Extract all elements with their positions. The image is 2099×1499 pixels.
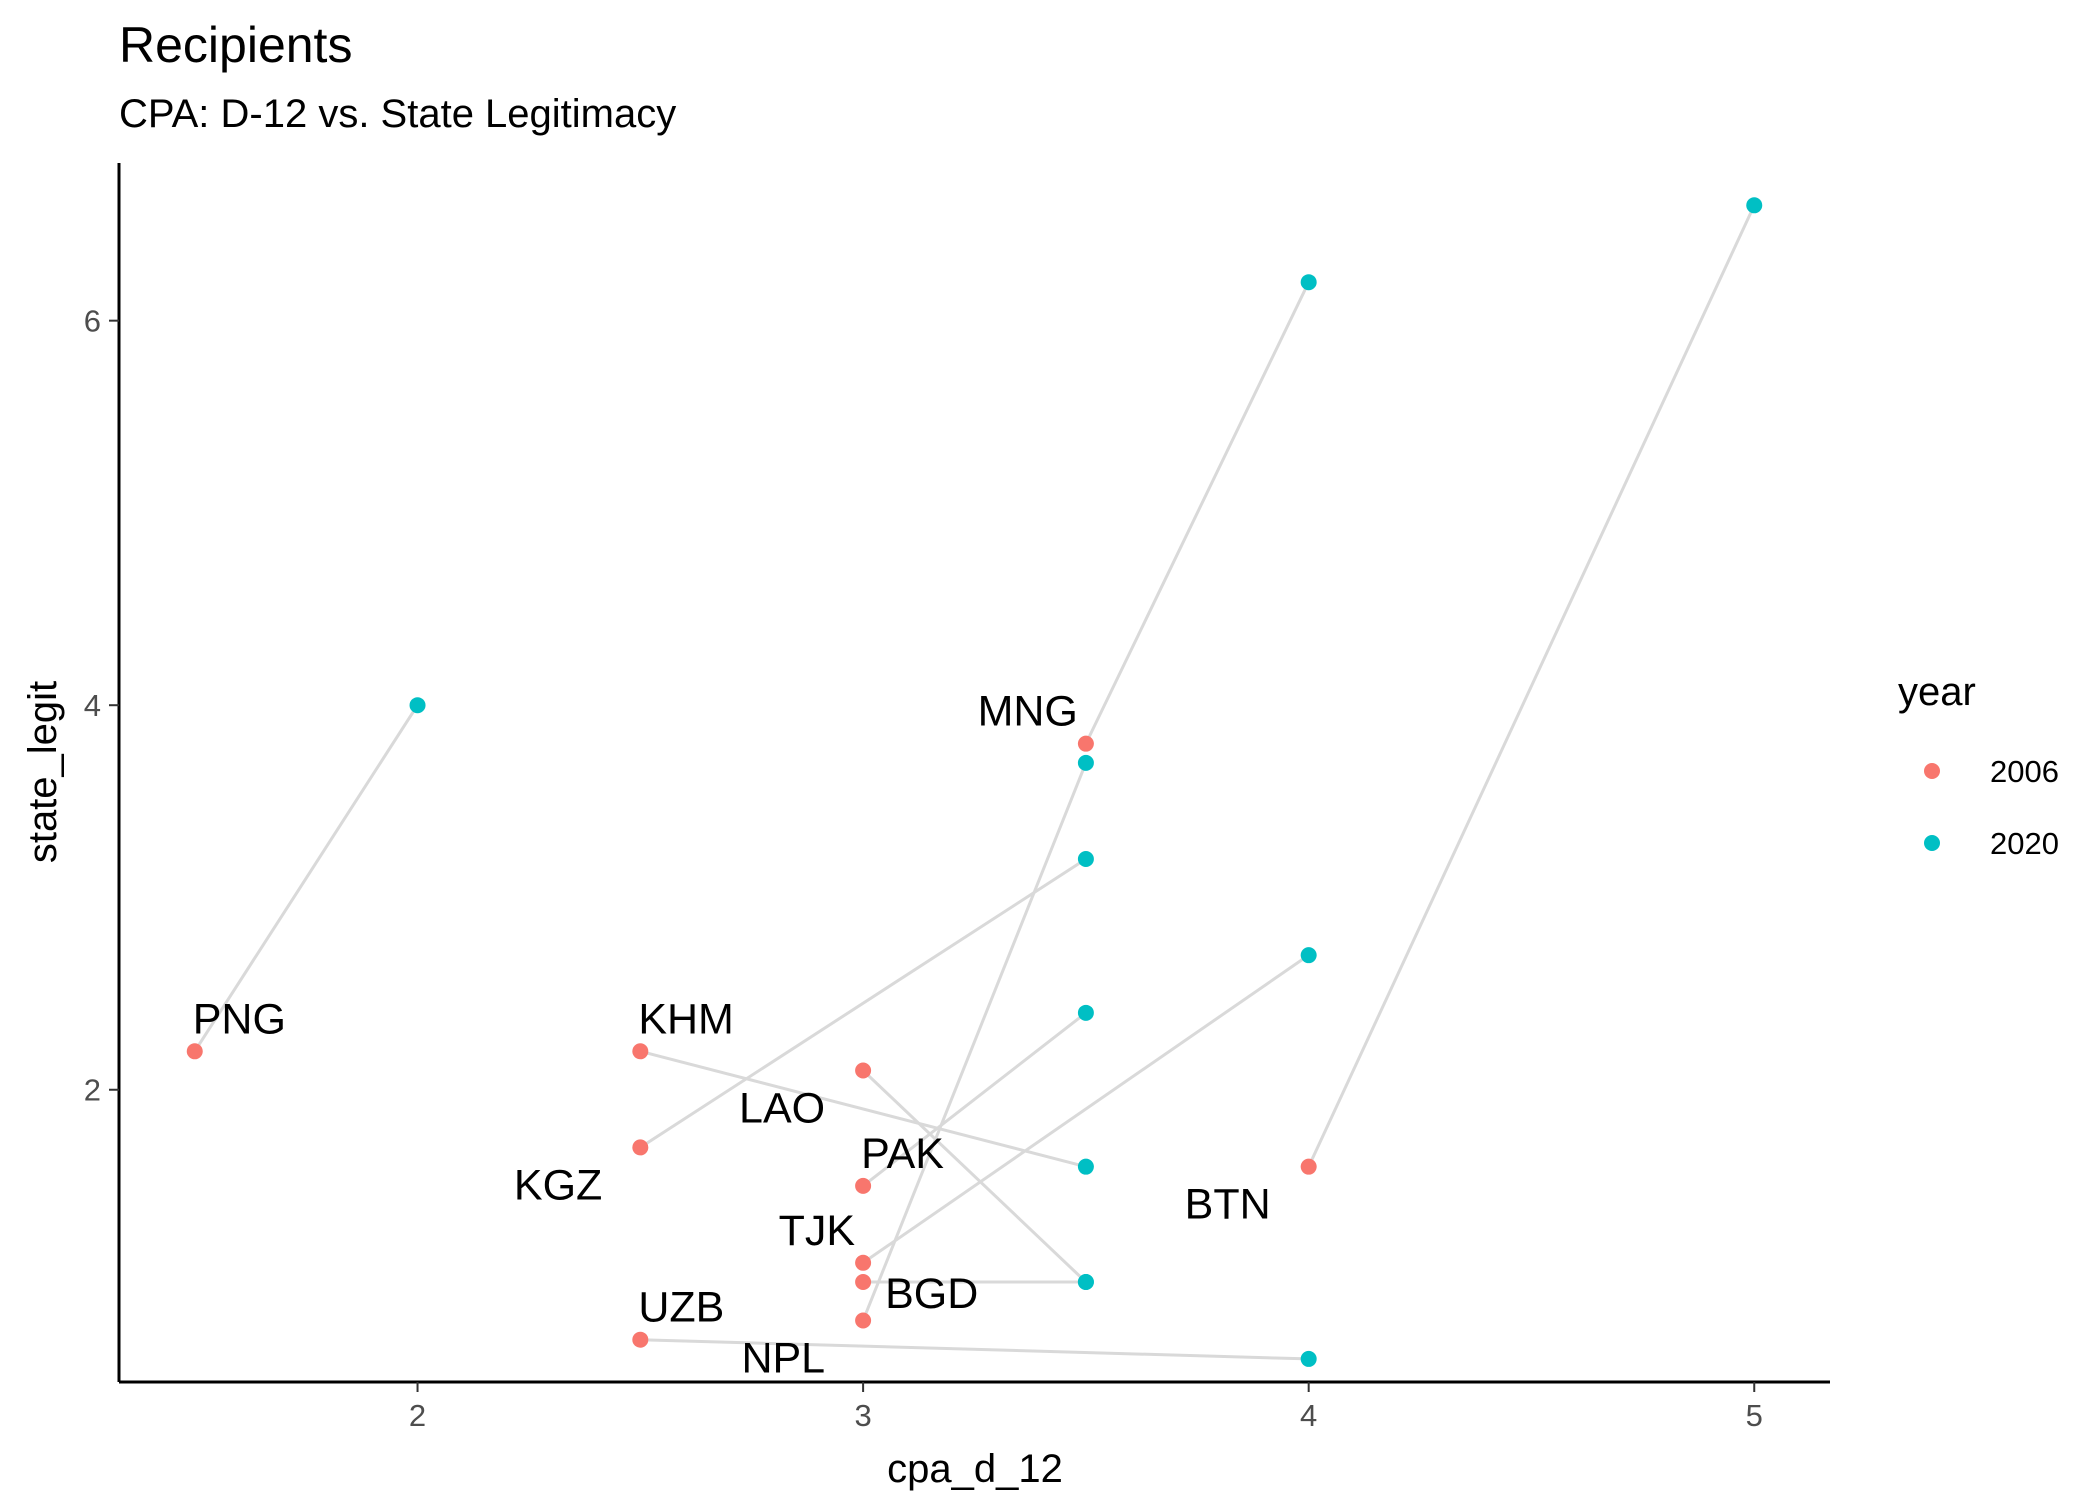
legend-key-2006	[1924, 763, 1940, 779]
y-tick-label: 6	[84, 304, 101, 339]
connector-lao	[862, 1069, 1087, 1284]
point-label-png: PNG	[193, 995, 286, 1043]
chart-subtitle: CPA: D-12 vs. State Legitimacy	[119, 92, 676, 136]
point-png-2006	[186, 1043, 203, 1060]
connector-uzb	[640, 1338, 1309, 1361]
point-btn-2020	[1746, 197, 1763, 214]
point-label-kgz: KGZ	[514, 1161, 602, 1209]
point-mng-2006	[1077, 735, 1094, 752]
point-btn-2006	[1300, 1158, 1317, 1175]
x-axis-title: cpa_d_12	[887, 1447, 1063, 1491]
chart-title: Recipients	[119, 17, 352, 73]
point-tjk-2020	[1300, 947, 1317, 964]
point-label-khm: KHM	[638, 995, 734, 1043]
point-label-npl: NPL	[741, 1334, 825, 1382]
x-tick-label: 2	[409, 1398, 426, 1433]
y-tick-label: 2	[84, 1073, 101, 1108]
point-tjk-2006	[855, 1254, 872, 1271]
y-tick-label: 4	[84, 688, 101, 723]
connector-khm	[639, 1049, 1087, 1169]
point-bgd-2020	[1077, 1274, 1094, 1291]
point-npl-2020	[1077, 754, 1094, 771]
point-label-btn: BTN	[1185, 1181, 1271, 1229]
point-pak-2020	[1077, 1004, 1094, 1021]
legend-title: year	[1898, 670, 1976, 714]
point-khm-2006	[632, 1043, 649, 1060]
connector-tjk	[862, 953, 1310, 1265]
x-tick-label: 4	[1300, 1398, 1317, 1433]
point-uzb-2006	[632, 1331, 649, 1348]
legend: year 2006 2020	[1898, 670, 2059, 861]
point-uzb-2020	[1300, 1350, 1317, 1367]
point-label-uzb: UZB	[638, 1284, 724, 1332]
point-label-tjk: TJK	[779, 1207, 856, 1255]
point-bgd-2006	[855, 1274, 872, 1291]
point-lao-2006	[855, 1062, 872, 1079]
legend-entries: 2006 2020	[1924, 754, 2059, 861]
point-pak-2006	[855, 1177, 872, 1194]
connector-pak	[862, 1011, 1087, 1188]
y-ticks: 2 4 6	[84, 304, 119, 1108]
point-label-mng: MNG	[978, 688, 1078, 736]
data-points	[186, 197, 1763, 1367]
legend-label-2006: 2006	[1990, 754, 2059, 789]
point-kgz-2020	[1077, 851, 1094, 868]
point-label-pak: PAK	[861, 1130, 944, 1178]
connector-png	[193, 704, 419, 1053]
legend-label-2020: 2020	[1990, 826, 2059, 861]
legend-key-2020	[1924, 835, 1940, 851]
point-label-lao: LAO	[739, 1085, 825, 1133]
point-kgz-2006	[632, 1139, 649, 1156]
x-tick-label: 5	[1746, 1398, 1763, 1433]
connector-mng	[1084, 281, 1311, 745]
connector-btn	[1307, 204, 1756, 1168]
connector-lines	[193, 204, 1756, 1361]
point-label-bgd: BGD	[885, 1270, 978, 1318]
point-khm-2020	[1077, 1158, 1094, 1175]
point-npl-2006	[855, 1312, 872, 1329]
connector-kgz	[639, 857, 1087, 1149]
point-png-2020	[409, 697, 426, 714]
x-tick-label: 3	[854, 1398, 871, 1433]
x-ticks: 2 3 4 5	[409, 1382, 1763, 1433]
connector-npl	[861, 762, 1088, 1322]
point-mng-2020	[1300, 274, 1317, 291]
y-axis-title: state_legit	[21, 681, 65, 863]
